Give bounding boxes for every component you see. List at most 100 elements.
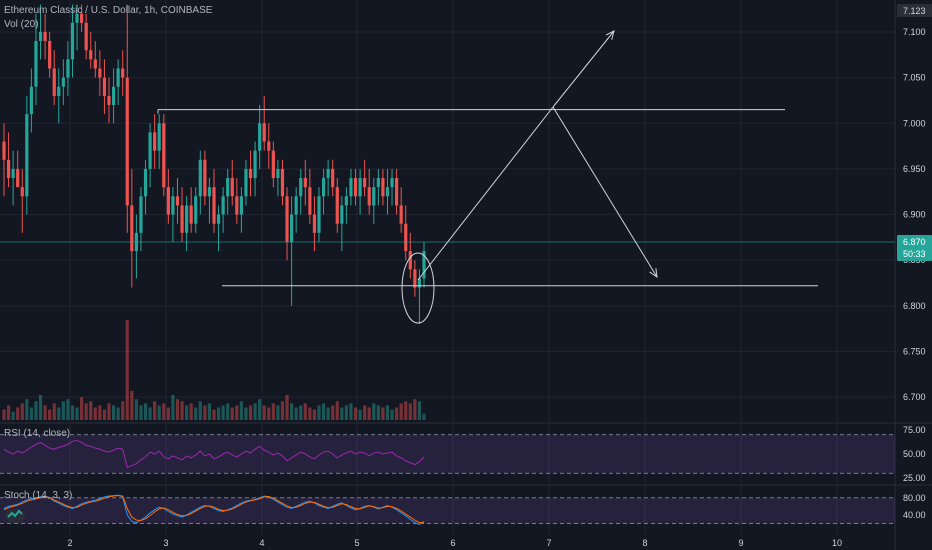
candle-body [16,168,20,188]
candle-body [404,223,408,252]
tradingview-logo-icon[interactable] [4,506,26,524]
volume-bar [280,401,285,420]
candle-body [285,196,289,242]
breakout-ellipse [401,252,435,324]
volume-bar [413,399,417,420]
volume-bar [253,403,257,420]
candle-body [367,187,371,206]
volume-bar [98,405,102,420]
volume-bar [166,407,170,420]
volume-bar [312,409,317,420]
candle-body [80,13,84,23]
candle-body [248,168,253,179]
price-tick-label: 6.800 [903,301,926,311]
volume-bar [367,407,371,420]
volume-bar [180,401,184,420]
volume-bar [321,403,326,420]
rsi-tick-label: 75.00 [903,425,926,435]
volume-bar [16,407,20,420]
volume-bar [102,409,107,420]
x-tick-label: 7 [546,538,551,548]
candle-body [321,178,326,197]
volume-bar [38,395,43,420]
volume-bar [390,409,394,420]
volume-bar [230,407,234,420]
volume-bar [130,390,134,420]
candle-body [340,205,344,224]
target-arrow-down [552,106,658,279]
candle-body [335,187,339,224]
volume-bar [207,403,212,420]
volume-bar [404,401,408,420]
candle-body [52,68,56,96]
volume-bar [239,401,243,420]
top-price-label: 7.123 [903,6,926,16]
stoch-d-line [3,495,425,524]
price-tick-label: 6.900 [903,210,926,220]
volume-bar [52,403,56,420]
price-tick-label: 7.100 [903,27,926,37]
candle-body [203,159,207,197]
x-tick-label: 9 [738,538,743,548]
candle-body [308,187,312,215]
candle-body [34,41,38,87]
candle-body [148,132,152,169]
candle-body [48,41,52,69]
candle-body [267,141,271,151]
target-arrow-up-head [605,30,615,40]
volume-bar [143,403,148,420]
volume-bar [422,413,426,420]
volume-bar [134,399,138,420]
candle-body [239,196,243,215]
volume-bar [75,407,79,420]
candle-body [84,22,88,51]
target-arrow-up [552,30,615,108]
candle-body [70,22,75,60]
volume-bar [417,401,422,420]
candle-body [166,187,170,215]
candle-body [216,214,221,224]
volume-bar [340,407,344,420]
volume-bar [221,405,225,420]
volume-bar [376,405,380,420]
volume-bar [157,405,161,420]
top-price-badge [897,4,932,17]
volume-bar [226,403,230,420]
target-arrow-up-shaft [552,30,615,108]
candle-body [125,77,129,206]
candle-body [75,13,79,23]
volume-bar [189,403,193,420]
volume-bar [331,405,335,420]
volume-bar [294,407,298,420]
volume-bar [80,397,84,420]
volume-bar [48,409,52,420]
candle-body [290,214,294,242]
candle-body [116,68,120,87]
volume-bar [70,405,75,420]
candle-countdown-label: 50:33 [903,249,926,259]
current-price-badge [897,234,932,261]
candle-body [226,178,230,197]
candle-body [207,187,212,197]
candle-body [363,178,367,188]
candle-body [139,196,143,233]
candle-body [175,196,180,206]
stoch-tick-label: 80.00 [903,493,926,503]
candle-body [303,178,307,188]
candle-body [180,205,184,233]
candle-body [29,86,33,115]
price-tick-label: 6.750 [903,347,926,357]
current-price-label: 6.870 [903,237,926,247]
candle-body [413,269,417,288]
candle-body [349,178,353,197]
volume-bar [349,403,353,420]
candle-body [294,196,298,215]
candle-body [61,77,65,87]
volume-bar [344,405,348,420]
volume-bar [317,405,321,420]
volume-bar [372,403,376,420]
volume-bar [61,401,65,420]
candle-body [299,178,303,197]
